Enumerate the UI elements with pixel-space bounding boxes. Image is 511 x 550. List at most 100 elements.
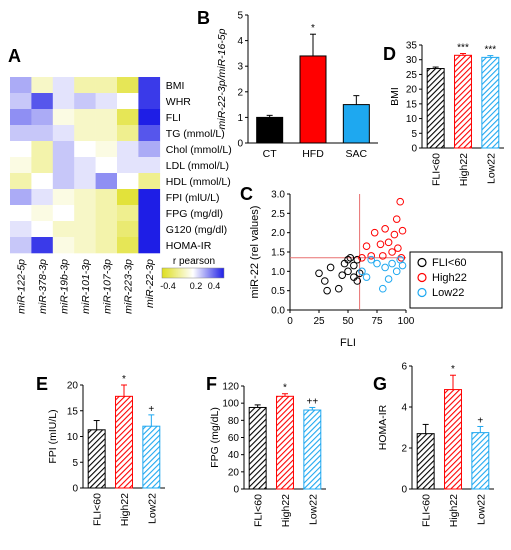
significance-marker: + — [477, 415, 483, 426]
y-tick-label: 35 — [406, 41, 418, 52]
y-tick-label: 3 — [237, 62, 243, 73]
heatmap-cell — [95, 189, 118, 206]
heatmap-cell — [31, 93, 54, 110]
y-tick-label: 0 — [237, 139, 243, 150]
x-axis-label: FLI — [340, 337, 356, 349]
bar-chart-panel-e: 0 5 10 15 20 FPI (mIU/L) FLI<60 * High22 + Low22 — [47, 374, 165, 526]
heatmap-cell — [95, 141, 118, 158]
y-axis-label: FPG (mg/dL) — [209, 407, 221, 468]
scatter-point — [315, 269, 323, 278]
legend-tick-label: 0.2 — [190, 281, 203, 291]
heatmap-row-label: FPI (mlU/L) — [166, 192, 220, 204]
scatter-panel-c: 0.0 0.5 1.0 1.5 2.0 2.5 3.0 0 25 50 75 100 FLI miR-22… — [249, 190, 503, 349]
y-axis-label: BMI — [389, 87, 401, 106]
scatter-point — [326, 263, 335, 272]
scatter-point — [353, 255, 362, 264]
y-axis-label: miR-22 (rel values) — [249, 206, 261, 299]
heatmap-cell — [138, 189, 161, 206]
panel-label-d: D — [383, 44, 396, 64]
scatter-point — [334, 284, 343, 293]
bar — [276, 395, 294, 490]
heatmap-cell — [117, 173, 139, 190]
scatter-point — [379, 284, 387, 293]
heatmap-row-label: LDL (mmol/L) — [166, 160, 229, 172]
heatmap-cell — [138, 237, 161, 254]
heatmap-cell — [95, 173, 118, 190]
scatter-point — [353, 277, 362, 285]
scatter-point — [350, 261, 358, 270]
heatmap-cell — [74, 157, 96, 174]
bar — [481, 56, 500, 149]
heatmap-cell — [10, 77, 32, 94]
heatmap-cell — [52, 221, 75, 238]
legend-title: r pearson — [173, 256, 215, 267]
significance-marker: + — [148, 404, 154, 415]
heatmap-cell — [10, 237, 32, 254]
y-tick-label: 30 — [406, 55, 418, 66]
heatmap-column-label: miR-101-3p — [80, 259, 92, 314]
panel-label-b: B — [197, 8, 210, 28]
y-tick-label: 0 — [233, 485, 239, 496]
heatmap-row-label: G120 (mg/dl) — [166, 224, 227, 236]
y-tick-label: 0 — [72, 484, 78, 495]
scatter-point — [358, 253, 366, 262]
scatter-point — [367, 252, 376, 260]
bar — [87, 429, 106, 489]
heatmap-cell — [31, 77, 54, 94]
heatmap-cell — [117, 221, 139, 238]
scatter-point — [344, 267, 352, 276]
heatmap-cell — [52, 237, 75, 254]
x-category-label: High22 — [448, 494, 460, 527]
y-tick-label: 5 — [72, 458, 78, 469]
heatmap-column-label: miR-19b-3p — [59, 259, 71, 314]
scatter-point — [394, 244, 402, 252]
y-tick-label: 0 — [401, 485, 407, 496]
bar — [248, 406, 267, 490]
y-tick-label: 2 — [237, 87, 243, 98]
legend-marker — [417, 257, 427, 268]
bar — [426, 68, 445, 149]
heatmap-cell — [95, 109, 118, 126]
heatmap-cell — [117, 237, 139, 254]
legend-tick-label: 0.4 — [208, 281, 221, 291]
heatmap-cell — [117, 141, 139, 158]
heatmap-cell — [138, 141, 161, 158]
x-category-label: FLI<60 — [92, 493, 104, 526]
heatmap-cell — [138, 157, 161, 174]
y-tick-label: 3.0 — [271, 190, 285, 201]
scatter-point — [397, 253, 406, 262]
significance-marker: * — [283, 383, 287, 394]
heatmap-row-label: HDL (mmol/L) — [166, 176, 231, 188]
heatmap-cell — [117, 205, 139, 222]
heatmap-cell — [95, 221, 118, 238]
scatter-point — [340, 259, 349, 268]
heatmap-cell — [74, 125, 96, 142]
scatter-point — [373, 259, 381, 268]
y-axis-label: HOMA-IR — [377, 404, 389, 450]
heatmap-cell — [52, 109, 75, 126]
y-tick-label: 0.0 — [271, 306, 285, 317]
scatter-point — [362, 242, 371, 250]
y-tick-label: 120 — [222, 382, 239, 393]
heatmap-row-label: Chol (mmol/L) — [166, 144, 232, 156]
scatter-point — [388, 248, 396, 256]
x-category-label: High22 — [280, 494, 292, 527]
heatmap-cell — [52, 157, 75, 174]
panel-label-f: F — [206, 374, 217, 394]
scatter-point — [338, 271, 347, 280]
y-tick-label: 60 — [228, 433, 240, 444]
y-tick-label: 4 — [401, 403, 407, 414]
y-tick-label: 40 — [228, 450, 240, 461]
heatmap-cell — [95, 205, 118, 222]
y-tick-label: 6 — [401, 362, 407, 373]
y-tick-label: 20 — [67, 381, 79, 392]
x-tick-label: 25 — [313, 316, 325, 327]
legend-tick-label: -0.4 — [160, 281, 176, 291]
heatmap-cell — [31, 173, 54, 190]
scatter-point — [388, 259, 396, 268]
heatmap-column-label: miR-22-3p — [144, 259, 156, 308]
heatmap-cell — [117, 109, 139, 126]
bar-chart-panel-g: 0 2 4 6 HOMA-IR FLI<60 * High22 + Low22 — [377, 362, 494, 527]
y-tick-label: 80 — [228, 416, 240, 427]
legend-label: FLI<60 — [432, 257, 467, 269]
